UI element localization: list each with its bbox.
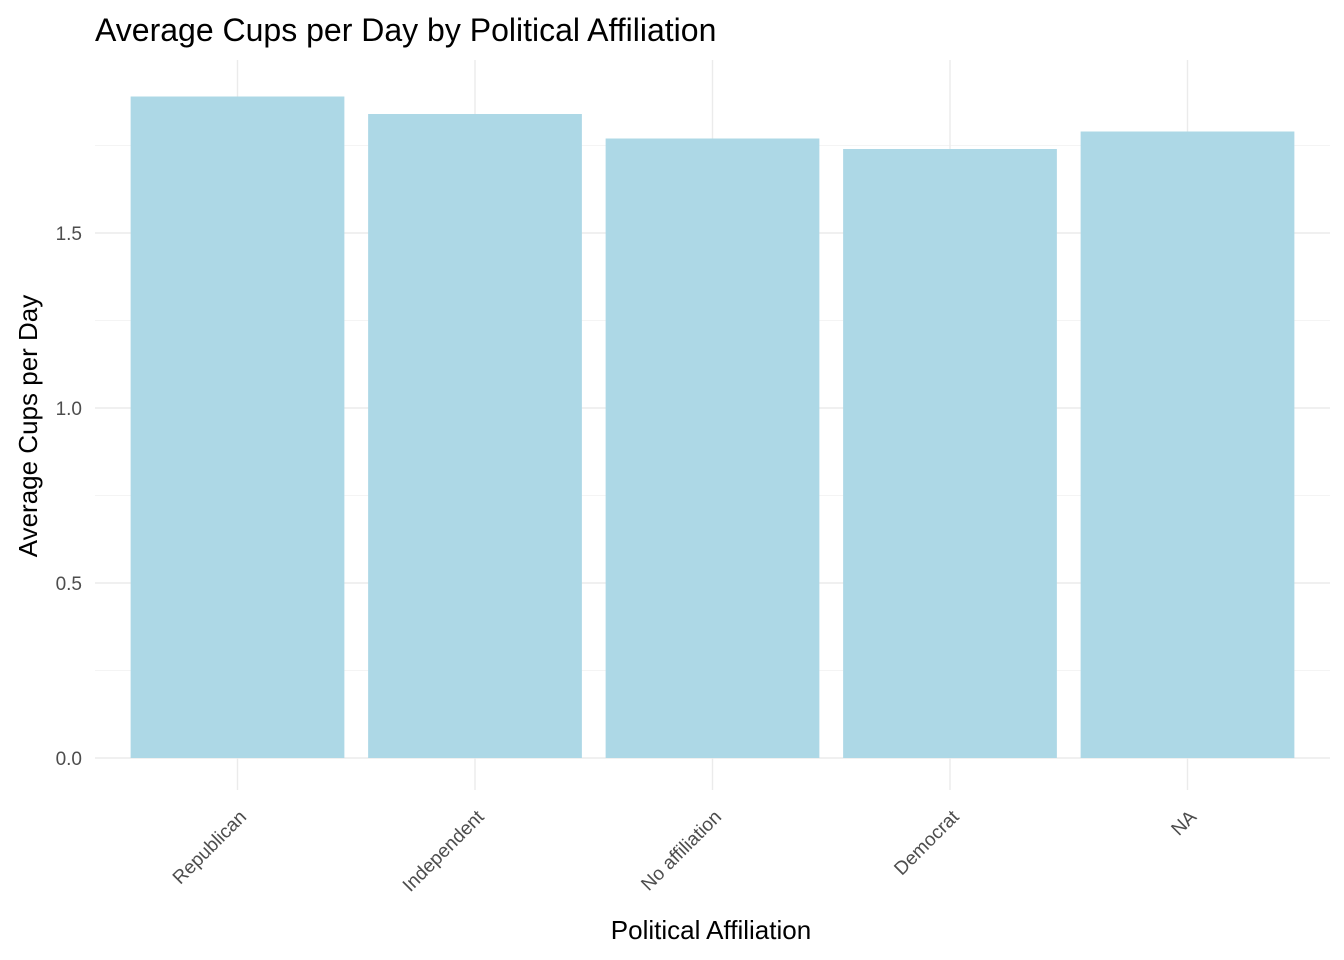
y-axis-ticks: 0.0 0.5 1.0 1.5 bbox=[56, 224, 82, 770]
bar-democrat bbox=[843, 149, 1057, 758]
x-tick-label: Independent bbox=[399, 806, 489, 896]
y-tick-label: 0.5 bbox=[56, 574, 82, 595]
x-axis-title: Political Affiliation bbox=[611, 915, 811, 945]
bar-republican bbox=[130, 96, 345, 758]
x-tick-label: Democrat bbox=[890, 806, 964, 880]
chart-title: Average Cups per Day by Political Affili… bbox=[95, 12, 716, 48]
y-tick-label: 1.0 bbox=[56, 399, 82, 420]
x-tick-label: No affiliation bbox=[637, 807, 726, 896]
x-tick-label: Republican bbox=[169, 807, 251, 889]
x-axis-ticks: Republican Independent No affiliation Democ… bbox=[169, 806, 1201, 896]
x-tick-label: NA bbox=[1168, 806, 1202, 840]
bars bbox=[130, 96, 1295, 758]
bar-independent bbox=[368, 114, 582, 758]
y-tick-label: 1.5 bbox=[56, 224, 82, 245]
y-tick-label: 0.0 bbox=[56, 749, 82, 770]
bar-no-affiliation bbox=[605, 138, 820, 758]
y-axis-title: Average Cups per Day bbox=[13, 295, 43, 558]
bar-na bbox=[1080, 131, 1295, 758]
